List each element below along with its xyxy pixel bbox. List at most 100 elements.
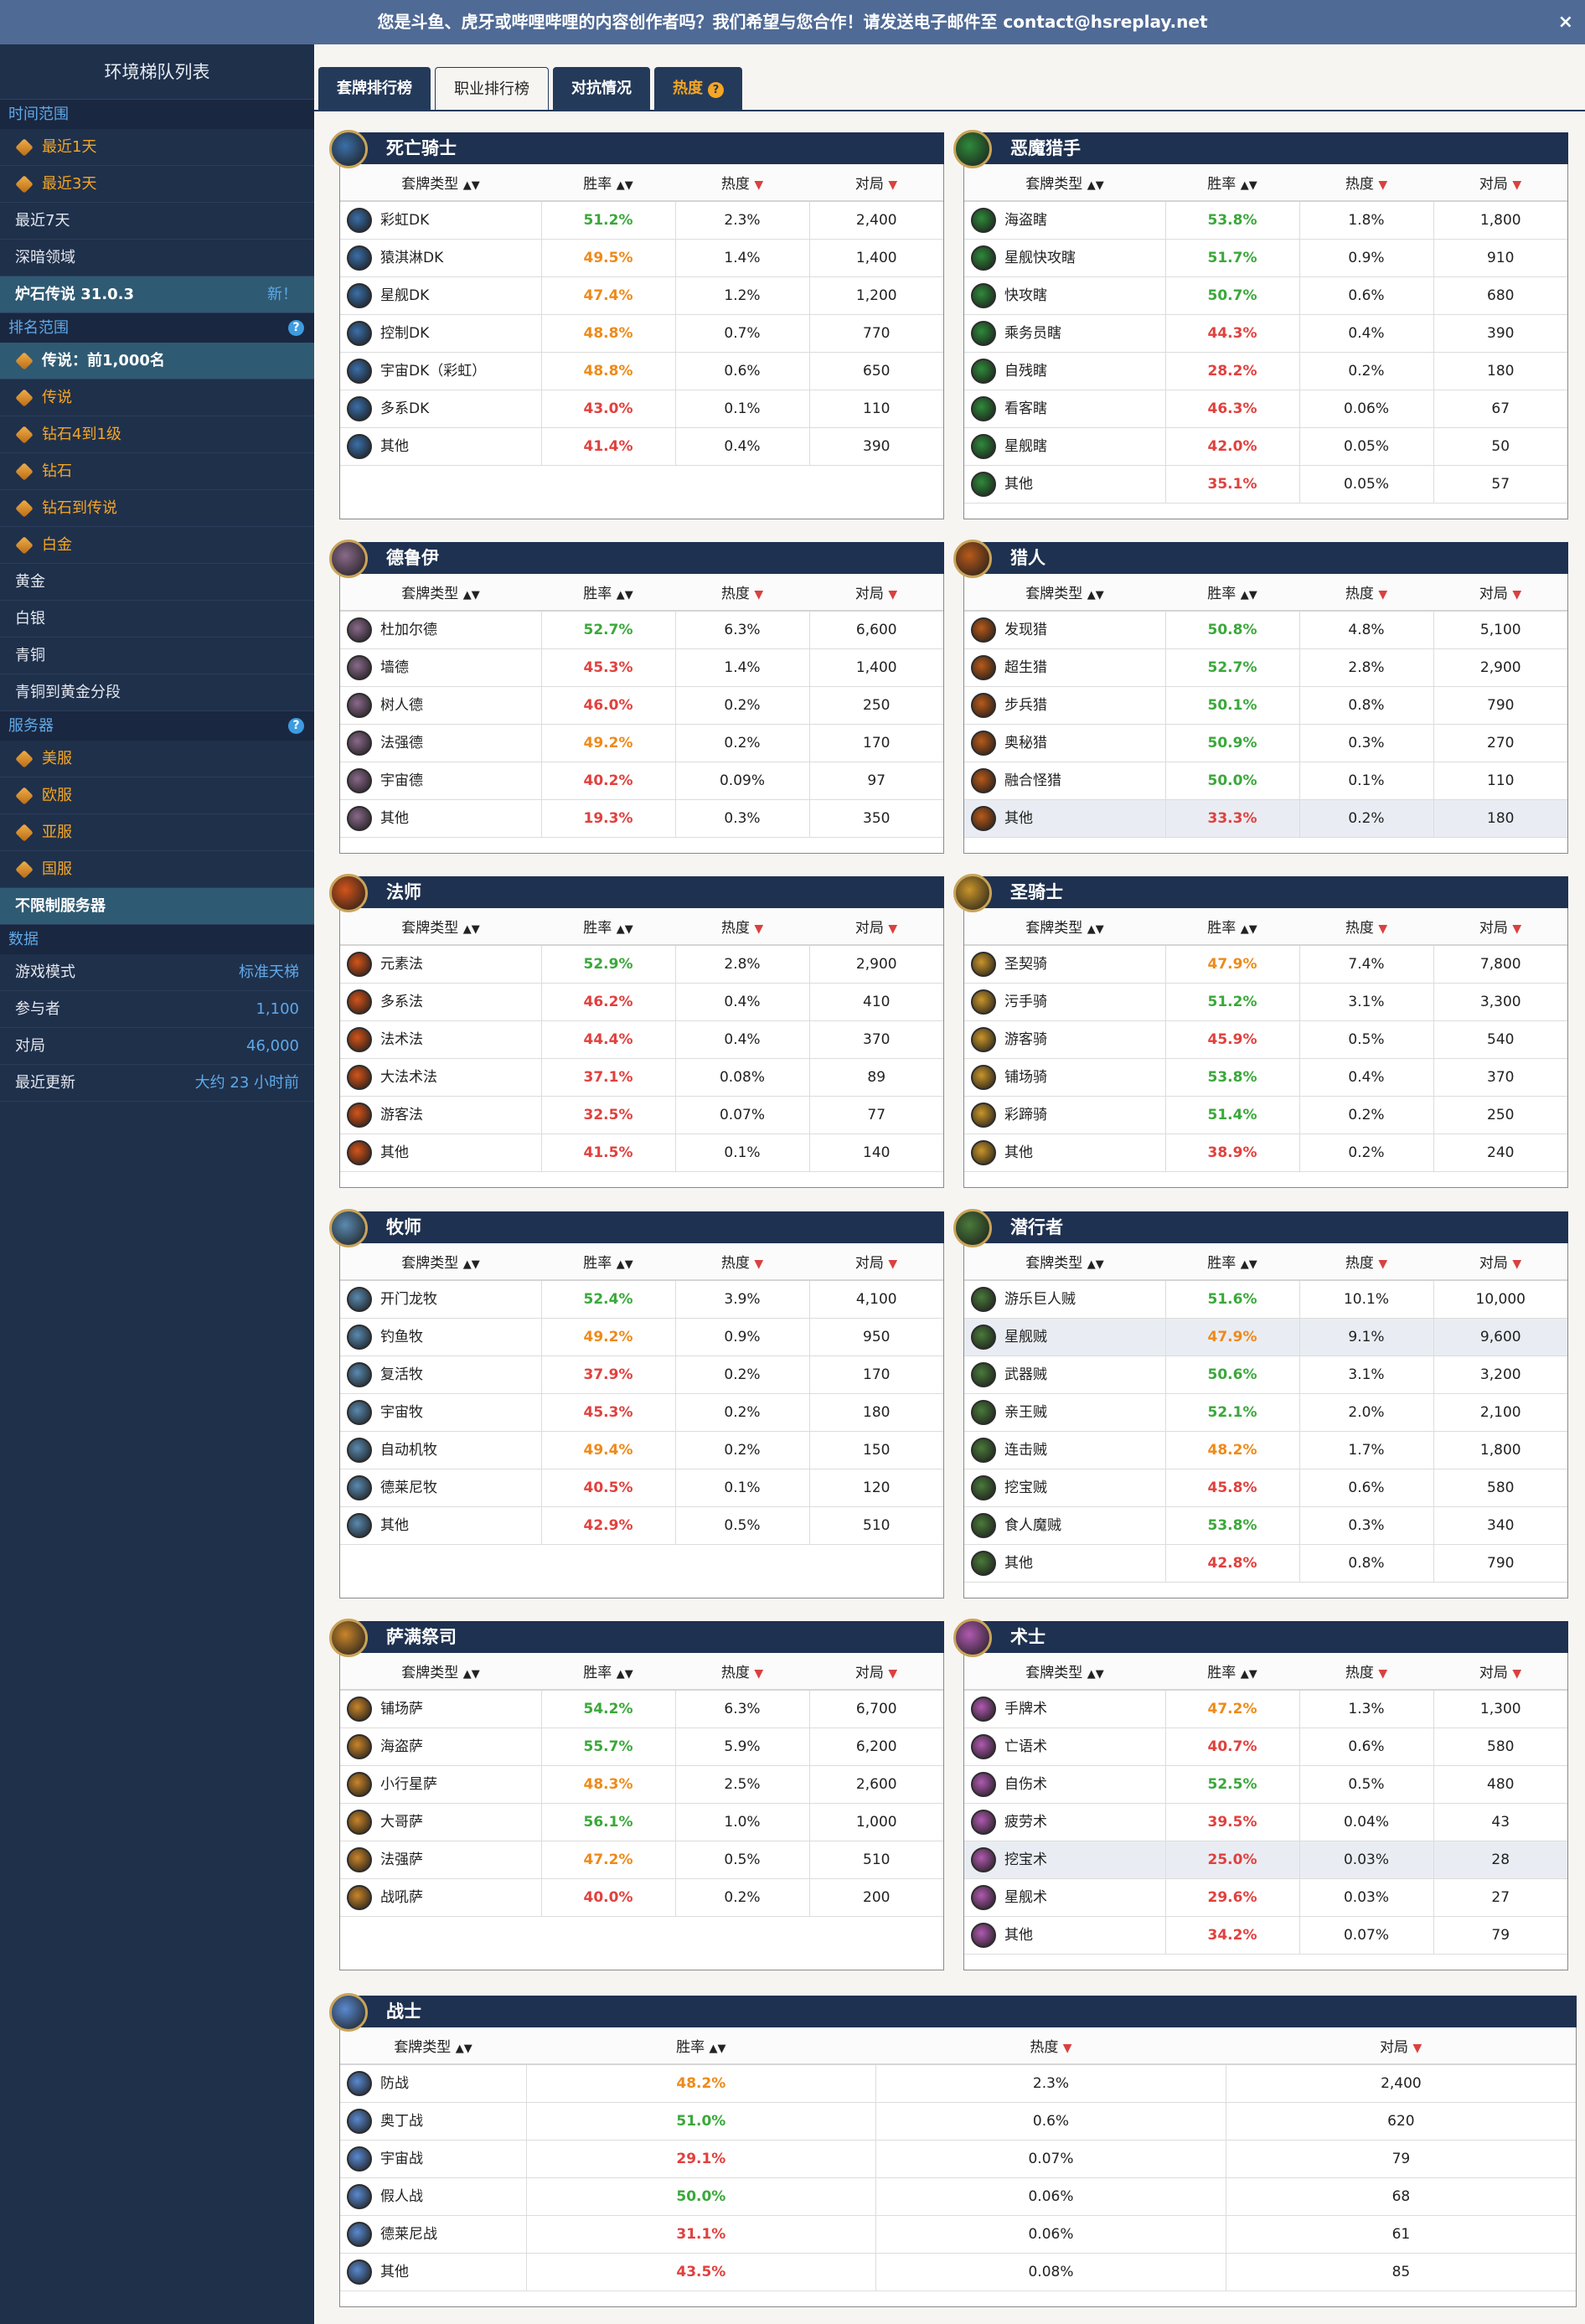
table-row[interactable]: 星舰快攻瞎 51.7% 0.9% 910 <box>964 239 1567 277</box>
sidebar-item-rank-6[interactable]: 黄金 <box>0 564 314 601</box>
popularity-header[interactable]: 热度 ▼ <box>1299 164 1433 202</box>
deck-type-header[interactable]: 套牌类型 ▲▼ <box>340 908 541 946</box>
games-header[interactable]: 对局 ▼ <box>809 1653 943 1691</box>
table-row[interactable]: 法强德 49.2% 0.2% 170 <box>340 724 943 762</box>
popularity-header[interactable]: 热度 ▼ <box>1299 908 1433 946</box>
popularity-header[interactable]: 热度 ▼ <box>675 164 809 202</box>
table-row[interactable]: 大法术法 37.1% 0.08% 89 <box>340 1058 943 1097</box>
winrate-header[interactable]: 胜率 ▲▼ <box>541 1243 675 1281</box>
table-row[interactable]: 元素法 52.9% 2.8% 2,900 <box>340 945 943 984</box>
table-row[interactable]: 其他 42.9% 0.5% 510 <box>340 1506 943 1545</box>
table-row[interactable]: 防战 48.2% 2.3% 2,400 <box>340 2064 1576 2103</box>
tab-0[interactable]: 套牌排行榜 <box>318 67 431 111</box>
sidebar-item-time-0[interactable]: 最近1天 <box>0 129 314 166</box>
sidebar-item-rank-8[interactable]: 青铜 <box>0 638 314 674</box>
table-row[interactable]: 其他 41.4% 0.4% 390 <box>340 427 943 466</box>
winrate-header[interactable]: 胜率 ▲▼ <box>1165 1243 1299 1281</box>
table-row[interactable]: 宇宙战 29.1% 0.07% 79 <box>340 2140 1576 2178</box>
table-row[interactable]: 彩蹄骑 51.4% 0.2% 250 <box>964 1096 1567 1134</box>
help-icon[interactable]: ? <box>288 320 304 336</box>
sidebar-item-server-0[interactable]: 美服 <box>0 741 314 777</box>
sidebar-item-rank-4[interactable]: 钻石到传说 <box>0 490 314 527</box>
table-row[interactable]: 钓鱼牧 49.2% 0.9% 950 <box>340 1318 943 1356</box>
table-row[interactable]: 游客骑 45.9% 0.5% 540 <box>964 1020 1567 1059</box>
table-row[interactable]: 宇宙DK（彩虹） 48.8% 0.6% 650 <box>340 352 943 390</box>
table-row[interactable]: 宇宙德 40.2% 0.09% 97 <box>340 762 943 800</box>
winrate-header[interactable]: 胜率 ▲▼ <box>541 908 675 946</box>
deck-type-header[interactable]: 套牌类型 ▲▼ <box>964 1653 1165 1691</box>
table-row[interactable]: 游乐巨人贼 51.6% 10.1% 10,000 <box>964 1280 1567 1319</box>
table-row[interactable]: 挖宝术 25.0% 0.03% 28 <box>964 1841 1567 1879</box>
table-row[interactable]: 小行星萨 48.3% 2.5% 2,600 <box>340 1765 943 1804</box>
popularity-header[interactable]: 热度 ▼ <box>675 908 809 946</box>
winrate-header[interactable]: 胜率 ▲▼ <box>541 1653 675 1691</box>
table-row[interactable]: 树人德 46.0% 0.2% 250 <box>340 686 943 725</box>
deck-type-header[interactable]: 套牌类型 ▲▼ <box>964 164 1165 202</box>
games-header[interactable]: 对局 ▼ <box>809 574 943 612</box>
table-row[interactable]: 亲王贼 52.1% 2.0% 2,100 <box>964 1393 1567 1432</box>
table-row[interactable]: 假人战 50.0% 0.06% 68 <box>340 2177 1576 2216</box>
deck-type-header[interactable]: 套牌类型 ▲▼ <box>340 164 541 202</box>
table-row[interactable]: 星舰DK 47.4% 1.2% 1,200 <box>340 276 943 315</box>
sidebar-item-all-servers[interactable]: 不限制服务器 <box>0 888 314 925</box>
popularity-header[interactable]: 热度 ▼ <box>675 1653 809 1691</box>
table-row[interactable]: 星舰瞎 42.0% 0.05% 50 <box>964 427 1567 466</box>
help-icon[interactable]: ? <box>288 718 304 734</box>
games-header[interactable]: 对局 ▼ <box>1433 574 1567 612</box>
table-row[interactable]: 海盗萨 55.7% 5.9% 6,200 <box>340 1728 943 1766</box>
winrate-header[interactable]: 胜率 ▲▼ <box>1165 574 1299 612</box>
tab-1[interactable]: 职业排行榜 <box>435 67 549 111</box>
deck-type-header[interactable]: 套牌类型 ▲▼ <box>964 1243 1165 1281</box>
games-header[interactable]: 对局 ▼ <box>1433 908 1567 946</box>
table-row[interactable]: 快攻瞎 50.7% 0.6% 680 <box>964 276 1567 315</box>
table-row[interactable]: 其他 42.8% 0.8% 790 <box>964 1544 1567 1583</box>
sidebar-item-rank-2[interactable]: 钻石4到1级 <box>0 416 314 453</box>
table-row[interactable]: 德莱尼战 31.1% 0.06% 61 <box>340 2215 1576 2254</box>
deck-type-header[interactable]: 套牌类型 ▲▼ <box>964 574 1165 612</box>
table-row[interactable]: 海盗瞎 53.8% 1.8% 1,800 <box>964 201 1567 240</box>
table-row[interactable]: 铺场骑 53.8% 0.4% 370 <box>964 1058 1567 1097</box>
table-row[interactable]: 其他 19.3% 0.3% 350 <box>340 799 943 838</box>
table-row[interactable]: 多系DK 43.0% 0.1% 110 <box>340 390 943 428</box>
table-row[interactable]: 自动机牧 49.4% 0.2% 150 <box>340 1431 943 1469</box>
table-row[interactable]: 开门龙牧 52.4% 3.9% 4,100 <box>340 1280 943 1319</box>
games-header[interactable]: 对局 ▼ <box>809 164 943 202</box>
winrate-header[interactable]: 胜率 ▲▼ <box>1165 1653 1299 1691</box>
table-row[interactable]: 杜加尔德 52.7% 6.3% 6,600 <box>340 611 943 649</box>
deck-type-header[interactable]: 套牌类型 ▲▼ <box>340 1653 541 1691</box>
table-row[interactable]: 融合怪猎 50.0% 0.1% 110 <box>964 762 1567 800</box>
winrate-header[interactable]: 胜率 ▲▼ <box>1165 164 1299 202</box>
table-row[interactable]: 多系法 46.2% 0.4% 410 <box>340 983 943 1021</box>
table-row[interactable]: 其他 43.5% 0.08% 85 <box>340 2253 1576 2291</box>
table-row[interactable]: 手牌术 47.2% 1.3% 1,300 <box>964 1690 1567 1728</box>
sidebar-item-time-3[interactable]: 深暗领域 <box>0 240 314 276</box>
table-row[interactable]: 亡语术 40.7% 0.6% 580 <box>964 1728 1567 1766</box>
sidebar-item-time-1[interactable]: 最近3天 <box>0 166 314 203</box>
winrate-header[interactable]: 胜率 ▲▼ <box>526 2027 876 2065</box>
sidebar-item-server-3[interactable]: 国服 <box>0 851 314 888</box>
table-row[interactable]: 铺场萨 54.2% 6.3% 6,700 <box>340 1690 943 1728</box>
table-row[interactable]: 超生猎 52.7% 2.8% 2,900 <box>964 648 1567 687</box>
table-row[interactable]: 其他 35.1% 0.05% 57 <box>964 465 1567 504</box>
table-row[interactable]: 疲劳术 39.5% 0.04% 43 <box>964 1803 1567 1841</box>
sidebar-item-version[interactable]: 炉石传说 31.0.3 新！ <box>0 276 314 313</box>
table-row[interactable]: 奥丁战 51.0% 0.6% 620 <box>340 2102 1576 2141</box>
table-row[interactable]: 连击贼 48.2% 1.7% 1,800 <box>964 1431 1567 1469</box>
tab-2[interactable]: 对抗情况 <box>553 67 650 111</box>
deck-type-header[interactable]: 套牌类型 ▲▼ <box>340 574 541 612</box>
popularity-header[interactable]: 热度 ▼ <box>1299 1653 1433 1691</box>
sidebar-item-server-2[interactable]: 亚服 <box>0 814 314 851</box>
games-header[interactable]: 对局 ▼ <box>1433 164 1567 202</box>
popularity-header[interactable]: 热度 ▼ <box>675 1243 809 1281</box>
sidebar-item-time-2[interactable]: 最近7天 <box>0 203 314 240</box>
winrate-header[interactable]: 胜率 ▲▼ <box>541 164 675 202</box>
winrate-header[interactable]: 胜率 ▲▼ <box>1165 908 1299 946</box>
table-row[interactable]: 其他 41.5% 0.1% 140 <box>340 1134 943 1172</box>
sidebar-item-rank-1[interactable]: 传说 <box>0 380 314 416</box>
table-row[interactable]: 乘务员瞎 44.3% 0.4% 390 <box>964 314 1567 353</box>
table-row[interactable]: 复活牧 37.9% 0.2% 170 <box>340 1356 943 1394</box>
popularity-header[interactable]: 热度 ▼ <box>675 574 809 612</box>
table-row[interactable]: 污手骑 51.2% 3.1% 3,300 <box>964 983 1567 1021</box>
deck-type-header[interactable]: 套牌类型 ▲▼ <box>340 1243 541 1281</box>
sidebar-item-rank-7[interactable]: 白银 <box>0 601 314 638</box>
